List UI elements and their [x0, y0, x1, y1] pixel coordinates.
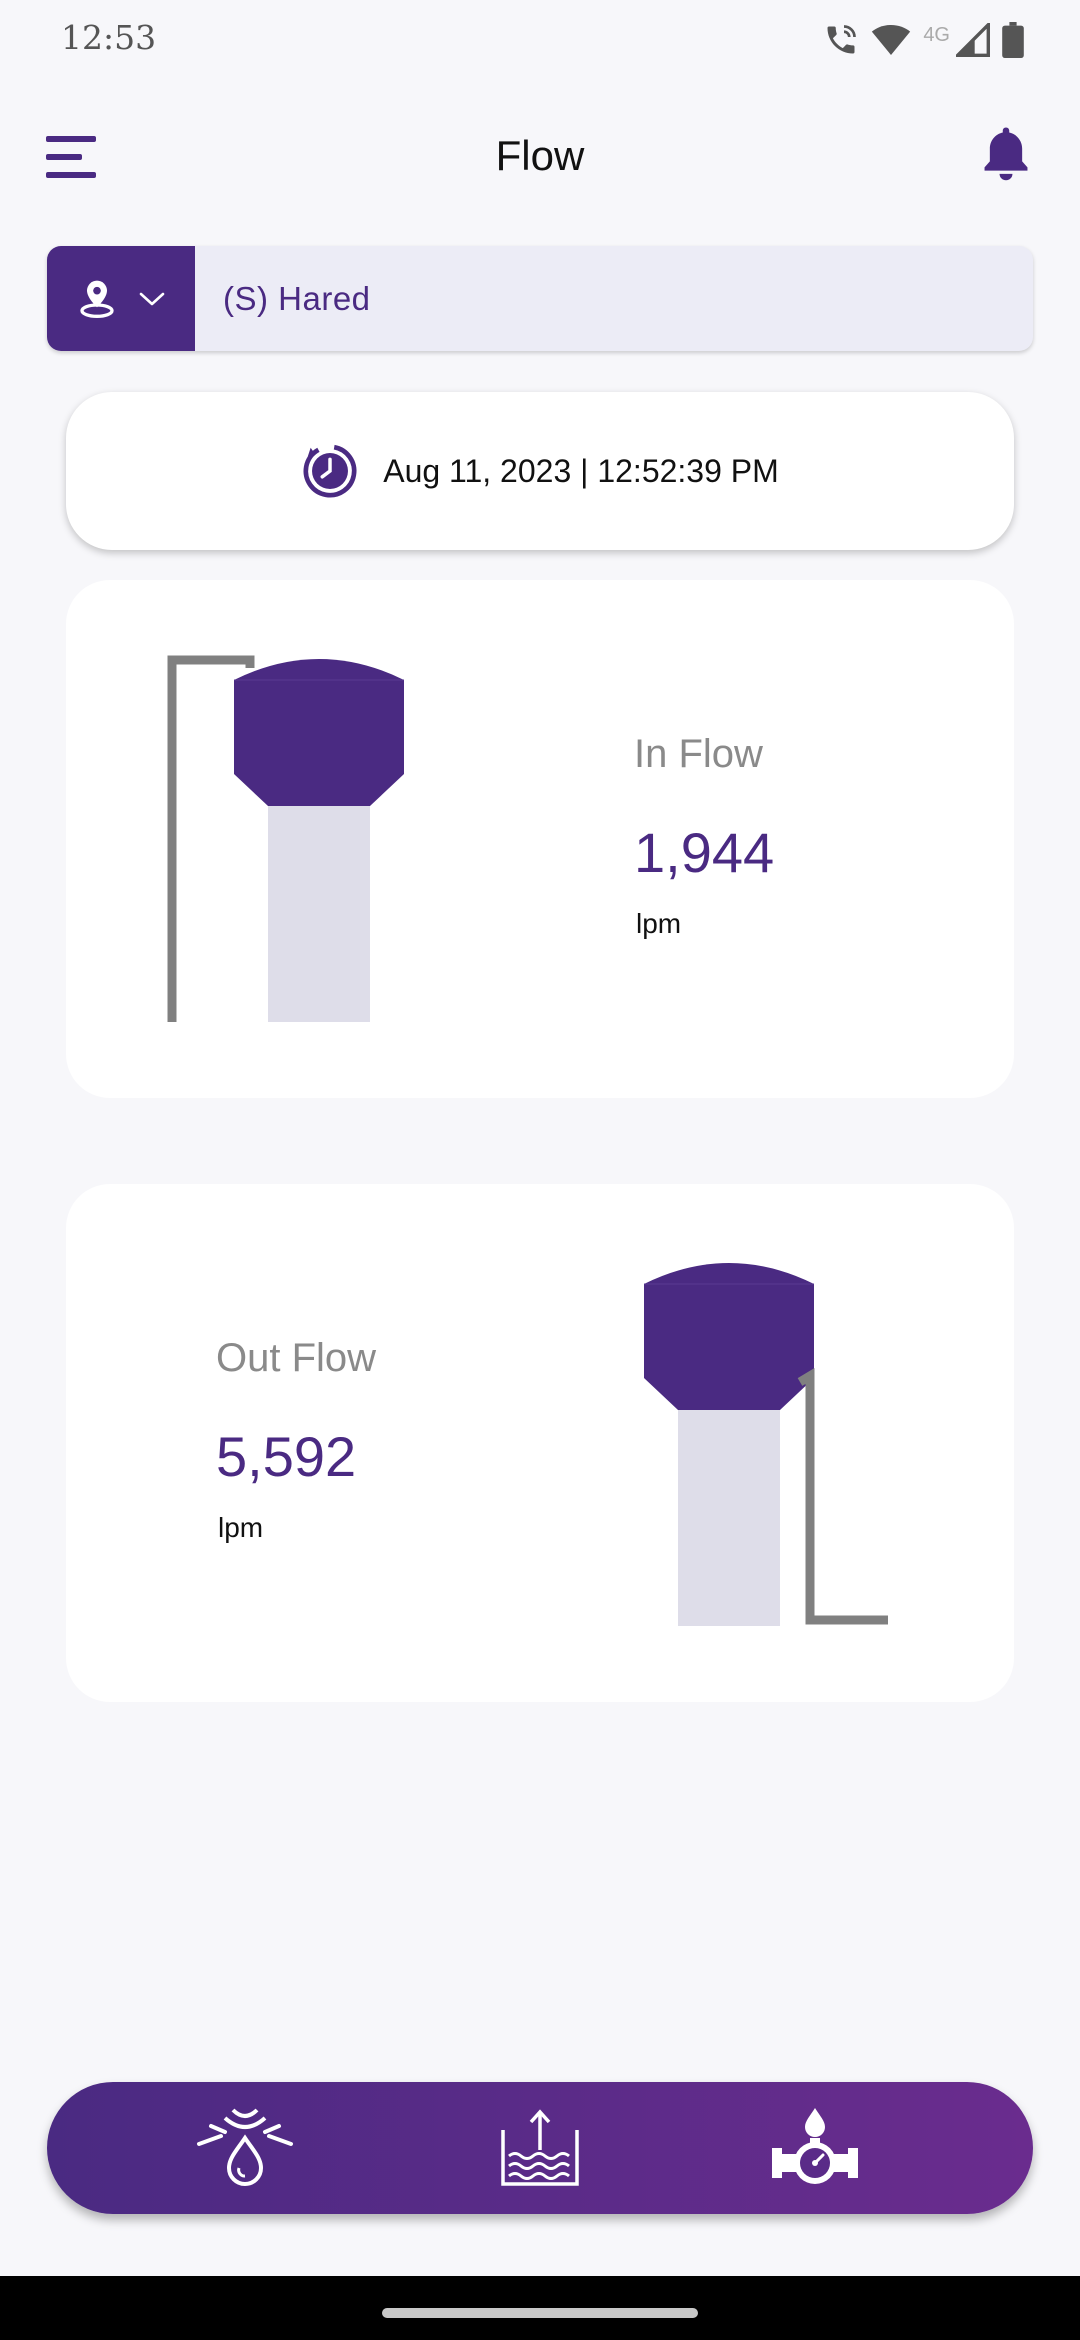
- menu-icon-line-top: [46, 136, 96, 142]
- out-flow-tank-graphic: [644, 1263, 888, 1626]
- location-dropdown-button[interactable]: [47, 246, 195, 351]
- location-selector[interactable]: (S) Hared: [47, 246, 1033, 351]
- network-type: 4G: [923, 23, 950, 46]
- timestamp-card: Aug 11, 2023 | 12:52:39 PM: [66, 392, 1014, 550]
- app-header: Flow: [0, 110, 1080, 210]
- in-flow-label: In Flow: [634, 732, 763, 776]
- location-pin-icon: [80, 280, 114, 318]
- wifi-icon: [872, 25, 911, 55]
- in-flow-card: In Flow 1,944 lpm: [66, 580, 1014, 1098]
- menu-button[interactable]: [46, 126, 102, 188]
- out-flow-card: Out Flow 5,592 lpm: [66, 1184, 1014, 1702]
- out-flow-value: 5,592: [216, 1425, 357, 1488]
- out-flow-tank-stem: [678, 1404, 780, 1626]
- in-flow-unit: lpm: [636, 908, 682, 939]
- water-level-upload-icon: [501, 2109, 579, 2186]
- in-flow-tank-head: [234, 659, 404, 806]
- out-flow-label: Out Flow: [216, 1336, 377, 1380]
- home-gesture-handle[interactable]: [382, 2308, 698, 2318]
- last-updated-time: Aug 11, 2023 | 12:52:39 PM: [383, 452, 779, 489]
- nav-item-sensor[interactable]: [190, 2100, 300, 2196]
- bell-icon: [984, 127, 1028, 181]
- menu-icon-line-bottom: [46, 172, 96, 178]
- notification-button[interactable]: [978, 124, 1034, 186]
- chevron-down-icon: [139, 292, 165, 305]
- clock-refresh-icon: [303, 444, 357, 498]
- page-title: Flow: [495, 132, 585, 179]
- status-icons: 4G: [823, 20, 1024, 60]
- status-time: 12:53: [61, 18, 157, 57]
- bottom-navigation: [47, 2082, 1033, 2214]
- out-flow-unit: lpm: [218, 1512, 264, 1543]
- selected-location: (S) Hared: [223, 279, 371, 317]
- water-drop-sensor-icon: [197, 2108, 293, 2186]
- wifi-calling-icon: [827, 25, 857, 54]
- out-flow-tank-head: [644, 1263, 814, 1410]
- menu-icon-line-middle: [46, 154, 82, 160]
- battery-icon: [1002, 22, 1024, 58]
- in-flow-value: 1,944: [634, 821, 775, 884]
- nav-item-flow[interactable]: [760, 2100, 870, 2196]
- status-bar: 12:53 4G: [0, 0, 1080, 80]
- in-flow-tank-graphic: [167, 655, 404, 1022]
- flow-meter-icon: [772, 2108, 858, 2184]
- in-flow-tank-stem: [268, 800, 370, 1022]
- cellular-signal-icon: [956, 23, 990, 57]
- nav-item-level[interactable]: [485, 2100, 595, 2196]
- system-navigation-bar: [0, 2276, 1080, 2340]
